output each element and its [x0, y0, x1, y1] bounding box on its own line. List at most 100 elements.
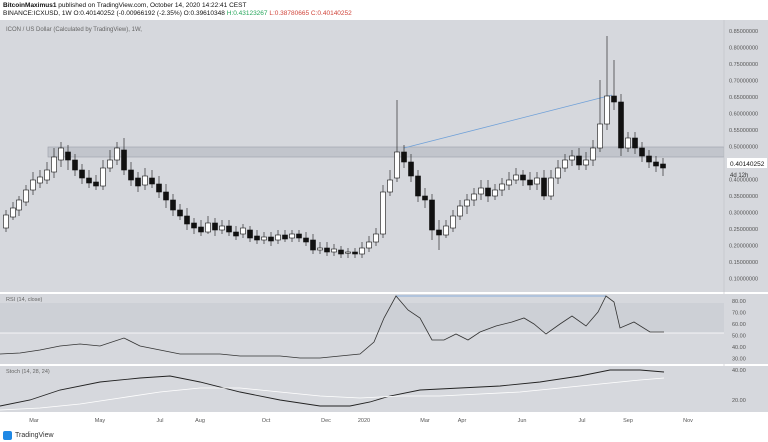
candle-body [485, 187, 491, 197]
candle-body [569, 155, 575, 161]
candle-body [653, 161, 659, 167]
candle-body [135, 177, 141, 187]
candle-body [471, 193, 477, 201]
candle-body [646, 155, 652, 163]
time-tick-label: Aug [195, 418, 205, 424]
chart-area[interactable]: ICON / US Dollar (Calculated by TradingV… [0, 20, 768, 430]
candle-body [233, 231, 239, 237]
time-tick-label: Mar [29, 418, 39, 424]
price-tick-label: 0.40000000 [729, 178, 758, 184]
candle-body [527, 179, 533, 186]
price-tick-label: 0.15000000 [729, 260, 758, 266]
symbol-label: BINANCE:ICXUSD, 1W [3, 10, 72, 17]
time-tick-label: Jun [518, 418, 527, 424]
candle-body [541, 177, 547, 197]
candle-body [415, 175, 421, 197]
time-tick-label: Jul [156, 418, 163, 424]
price-tick-label: 0.20000000 [729, 244, 758, 250]
time-axis[interactable] [0, 412, 768, 430]
candle-body [625, 137, 631, 149]
candle-body [408, 161, 414, 177]
candle-body [464, 199, 470, 207]
candle-body [107, 159, 113, 169]
candle-body [23, 189, 29, 203]
stoch-pane[interactable] [0, 366, 724, 412]
ohlc-line: BINANCE:ICXUSD, 1W O:0.40140252 (-0.0096… [3, 10, 352, 17]
candle-body [254, 235, 260, 241]
tradingview-logo-icon [3, 431, 12, 440]
candle-body [268, 236, 274, 242]
candle-body [58, 147, 64, 161]
tradingview-logo[interactable]: TradingView [3, 431, 54, 440]
candle-body [422, 195, 428, 201]
candle-body [555, 167, 561, 179]
open-value: O:0.40140252 [73, 10, 115, 17]
candle-body [282, 234, 288, 240]
time-tick-label: Jul [578, 418, 585, 424]
candle-body [16, 199, 22, 211]
candle-body [65, 151, 71, 161]
candle-body [534, 177, 540, 185]
candle-body [72, 159, 78, 171]
price-axis[interactable] [723, 20, 768, 430]
high-value: H:0.43123267 [226, 10, 268, 17]
stoch-k-line [0, 369, 665, 407]
main-legend: ICON / US Dollar (Calculated by TradingV… [6, 27, 142, 33]
candle-body [121, 149, 127, 171]
price-tick-label: 0.65000000 [729, 95, 758, 101]
time-tick-label: Sep [623, 418, 633, 424]
candle-body [51, 156, 57, 173]
candle-body [366, 241, 372, 249]
candle-body [212, 222, 218, 231]
rsi-band [0, 303, 724, 333]
candle-body [240, 227, 246, 235]
candle-body [177, 209, 183, 217]
countdown-label: 4d 12h [730, 173, 748, 179]
price-tick-label: 0.50000000 [729, 145, 758, 151]
candle-body [373, 233, 379, 243]
candle-body [100, 167, 106, 187]
time-tick-label: Nov [683, 418, 693, 424]
author-name[interactable]: BitcoinMaximus1 [3, 2, 57, 9]
candle-body [170, 199, 176, 211]
candle-body [198, 226, 204, 233]
candle-body [142, 175, 148, 186]
candle-body [429, 199, 435, 231]
candle-body [205, 222, 211, 233]
candlestick-series [3, 36, 666, 258]
price-tick-label: 0.55000000 [729, 128, 758, 134]
stoch-axis-bg [724, 366, 768, 412]
publish-line: BitcoinMaximus1 published on TradingView… [3, 2, 246, 9]
candle-body [583, 159, 589, 166]
time-tick-label: Oct [262, 418, 271, 424]
candle-body [149, 177, 155, 185]
candle-body [604, 95, 610, 125]
candle-body [128, 169, 134, 181]
price-tick-label: 0.35000000 [729, 194, 758, 200]
low-value: L:0.38780665 [269, 10, 310, 17]
candle-body [632, 137, 638, 149]
price-tick-label: 0.85000000 [729, 29, 758, 35]
candle-body [457, 205, 463, 217]
candle-body [660, 163, 666, 169]
candle-body [296, 233, 302, 239]
candle-body [79, 169, 85, 179]
price-tick-label: 0.80000000 [729, 46, 758, 52]
candle-body [394, 151, 400, 179]
candle-body [436, 229, 442, 236]
candle-body [450, 215, 456, 229]
price-tick-label: 0.10000000 [729, 277, 758, 283]
candle-body [639, 147, 645, 157]
candle-body [44, 169, 50, 181]
candle-body [331, 248, 337, 253]
rsi-legend: RSI (14, close) [6, 297, 43, 303]
candle-body [191, 222, 197, 229]
candle-body [93, 181, 99, 187]
price-tick-label: 0.60000000 [729, 112, 758, 118]
candle-body [275, 234, 281, 241]
candle-body [247, 229, 253, 239]
current-price-tag [727, 158, 767, 168]
candle-body [506, 179, 512, 186]
current-price-label: 0.40140252 [730, 161, 765, 168]
stoch-legend: Stoch (14, 28, 24) [6, 369, 50, 375]
